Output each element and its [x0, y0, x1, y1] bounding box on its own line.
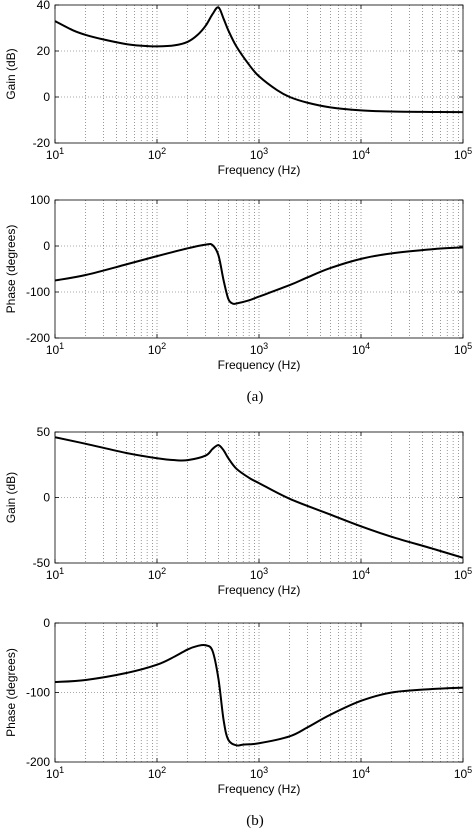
x-tick-label: 102 [148, 765, 166, 781]
y-axis-label-gain-db: Gain (dB) [4, 48, 18, 99]
x-tick-label: 102 [148, 146, 166, 162]
y-tick-label: 50 [37, 425, 51, 439]
y-axis-label-phase-degrees: Phase (degrees) [4, 225, 18, 314]
y-tick-label: 40 [37, 0, 51, 12]
x-tick-label: 103 [250, 765, 268, 781]
y-tick-label: -200 [26, 331, 50, 345]
x-tick-label: 104 [352, 146, 370, 162]
x-tick-label: 102 [148, 341, 166, 357]
plot-1: 101 102 103 104 105 -20 0 20 40 Frequency (Hz) Gai… [4, 0, 472, 177]
x-tick-label: 104 [352, 341, 370, 357]
x-tick-label: 104 [352, 566, 370, 582]
panel-label-b: (b) [246, 813, 264, 829]
x-tick-label: 105 [454, 146, 472, 162]
x-tick-label: 105 [454, 341, 472, 357]
x-tick-label: 102 [148, 566, 166, 582]
y-tick-label: 0 [43, 239, 50, 253]
x-tick-label: 103 [250, 146, 268, 162]
plot-3: 101 102 103 104 105 -50 0 50 Frequency (Hz) Gain … [4, 425, 472, 597]
y-tick-label: -50 [33, 556, 51, 570]
x-tick-label: 104 [352, 765, 370, 781]
plot-4: 101 102 103 104 105 -200 -100 0 Frequency (Hz) Ph… [4, 616, 472, 796]
y-axis-label-gain-db: Gain (dB) [4, 472, 18, 523]
y-tick-label: -100 [26, 285, 50, 299]
y-tick-label: 100 [30, 193, 50, 207]
x-tick-label: 101 [46, 341, 64, 357]
y-tick-label: 0 [43, 491, 50, 505]
x-tick-label: 101 [46, 146, 64, 162]
series-line-gain-db [55, 6, 463, 114]
plot-2: 101 102 103 104 105 -200 -100 0 100 Frequency (Hz… [4, 193, 472, 372]
y-tick-label: -100 [26, 686, 50, 700]
x-tick-label: 105 [454, 566, 472, 582]
x-tick-label: 103 [250, 566, 268, 582]
series-line-phase-degrees [55, 643, 463, 747]
x-axis-label: Frequency (Hz) [218, 358, 301, 372]
panel-label-a: (a) [247, 389, 264, 405]
y-tick-label: -200 [26, 755, 50, 769]
x-tick-label: 103 [250, 341, 268, 357]
y-tick-label: 20 [37, 44, 51, 58]
x-tick-label: 101 [46, 765, 64, 781]
y-tick-label: 0 [43, 616, 50, 630]
x-axis-label: Frequency (Hz) [218, 163, 301, 177]
series-line-gain-db [55, 436, 463, 559]
y-axis-label-phase-degrees: Phase (degrees) [4, 648, 18, 737]
y-tick-label: 0 [43, 90, 50, 104]
x-axis-label: Frequency (Hz) [218, 782, 301, 796]
y-tick-label: -20 [33, 136, 51, 150]
series-line-phase-degrees [55, 242, 463, 305]
x-axis-label: Frequency (Hz) [218, 583, 301, 597]
x-tick-label: 101 [46, 566, 64, 582]
x-tick-label: 105 [454, 765, 472, 781]
